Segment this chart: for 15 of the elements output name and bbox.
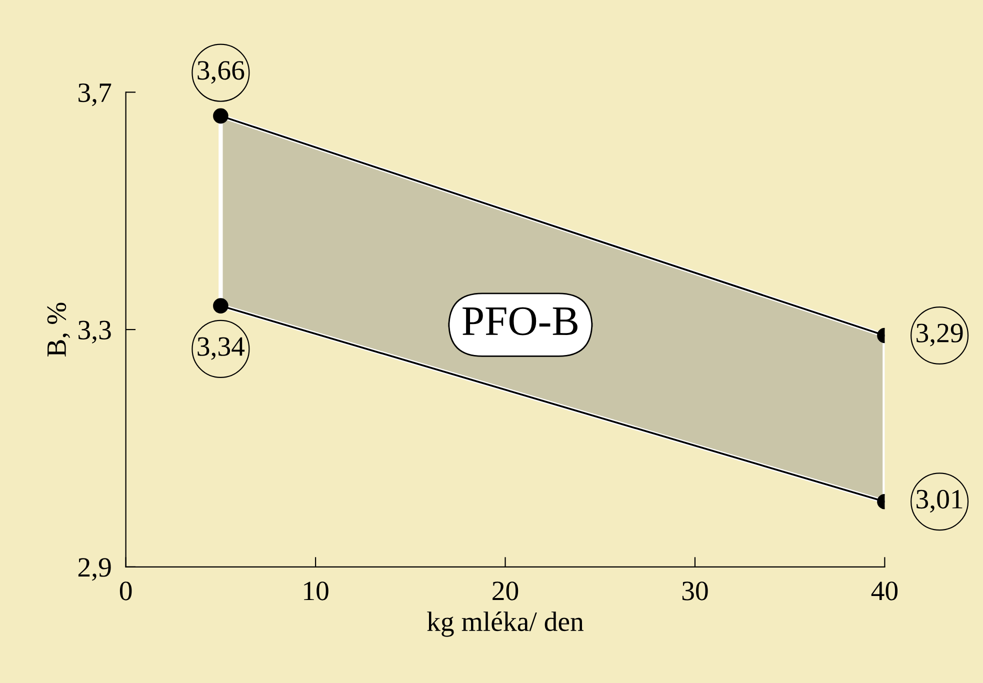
x-tick-label: 20 xyxy=(492,582,518,600)
y-tick-label: 3,7 xyxy=(78,83,112,106)
data-label: 3,29 xyxy=(916,324,963,346)
x-tick-label: 0 xyxy=(120,582,132,600)
y-axis-title: B, % xyxy=(47,302,70,357)
x-tick-label: 30 xyxy=(682,582,708,600)
data-label: 3,34 xyxy=(198,337,245,360)
data-label: 3,66 xyxy=(198,61,244,84)
y-tick-label: 2,9 xyxy=(78,558,111,581)
annotation: PFO-B xyxy=(462,307,578,336)
x-tick-label: 40 xyxy=(871,582,898,600)
x-tick-label: 10 xyxy=(304,582,328,600)
data-label: 3,01 xyxy=(916,490,962,513)
x-axis-title: kg mléka/ den xyxy=(427,612,584,637)
y-tick-label: 3,3 xyxy=(78,320,111,344)
